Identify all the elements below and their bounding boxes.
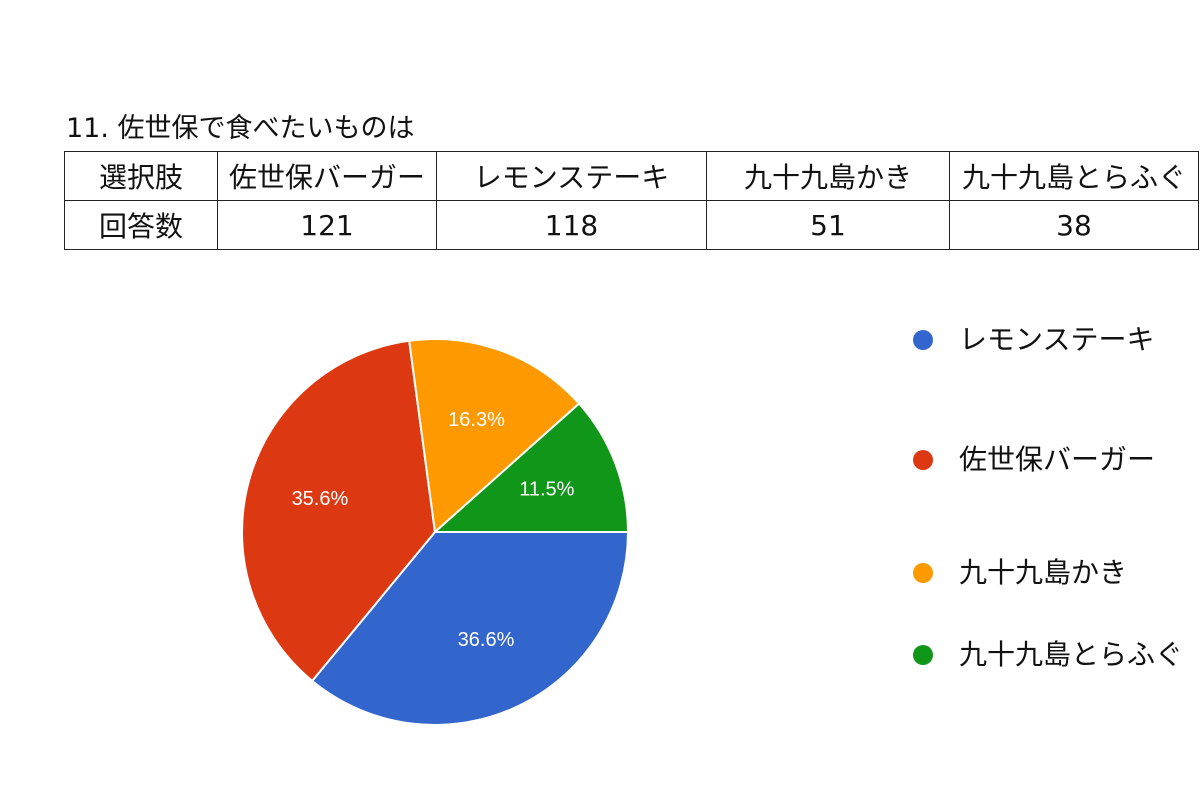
legend-item: 九十九島とらふぐ (913, 637, 1183, 673)
pie-slice (241, 339, 437, 683)
legend-swatch-lemon-steak (913, 330, 933, 350)
legend-label: 九十九島とらふぐ (959, 638, 1184, 671)
table-row-counts: 回答数 121 118 51 38 (64, 200, 1199, 250)
answer-table: 選択肢 佐世保バーガー レモンステーキ 九十九島かき 九十九島とらふぐ 回答数 … (64, 151, 1199, 250)
legend-swatch-sasebo-burger (913, 450, 933, 470)
legend-item: レモンステーキ (913, 322, 1154, 358)
pie-slice-label: 35.6% (292, 488, 349, 510)
choice-cell: レモンステーキ (436, 151, 707, 201)
question-title: 11. 佐世保で食べたいものは (66, 113, 415, 144)
pie-slice (408, 338, 581, 534)
legend-item: 佐世保バーガー (913, 442, 1155, 478)
legend-label: 九十九島かき (959, 556, 1128, 589)
count-cell: 118 (436, 200, 707, 250)
count-cell: 51 (706, 200, 950, 250)
header-label-cell: 選択肢 (64, 151, 218, 201)
count-label-cell: 回答数 (64, 200, 218, 250)
pie-slice (310, 531, 630, 726)
legend-item: 九十九島かき (913, 555, 1127, 591)
pie-slice-label: 16.3% (448, 409, 505, 431)
count-cell: 38 (949, 200, 1199, 250)
legend-label: レモンステーキ (959, 323, 1155, 356)
count-cell: 121 (217, 200, 437, 250)
pie-slice-label: 36.6% (458, 629, 515, 651)
pie-slice (432, 402, 630, 533)
choice-cell: 九十九島とらふぐ (949, 151, 1199, 201)
legend-label: 佐世保バーガー (959, 443, 1156, 476)
legend-swatch-kujukushima-oyster (913, 563, 933, 583)
choice-cell: 九十九島かき (706, 151, 950, 201)
legend-swatch-kujukushima-fugu (913, 645, 933, 665)
pie-slice-label: 11.5% (519, 478, 574, 500)
table-row-choices: 選択肢 佐世保バーガー レモンステーキ 九十九島かき 九十九島とらふぐ (64, 151, 1199, 201)
